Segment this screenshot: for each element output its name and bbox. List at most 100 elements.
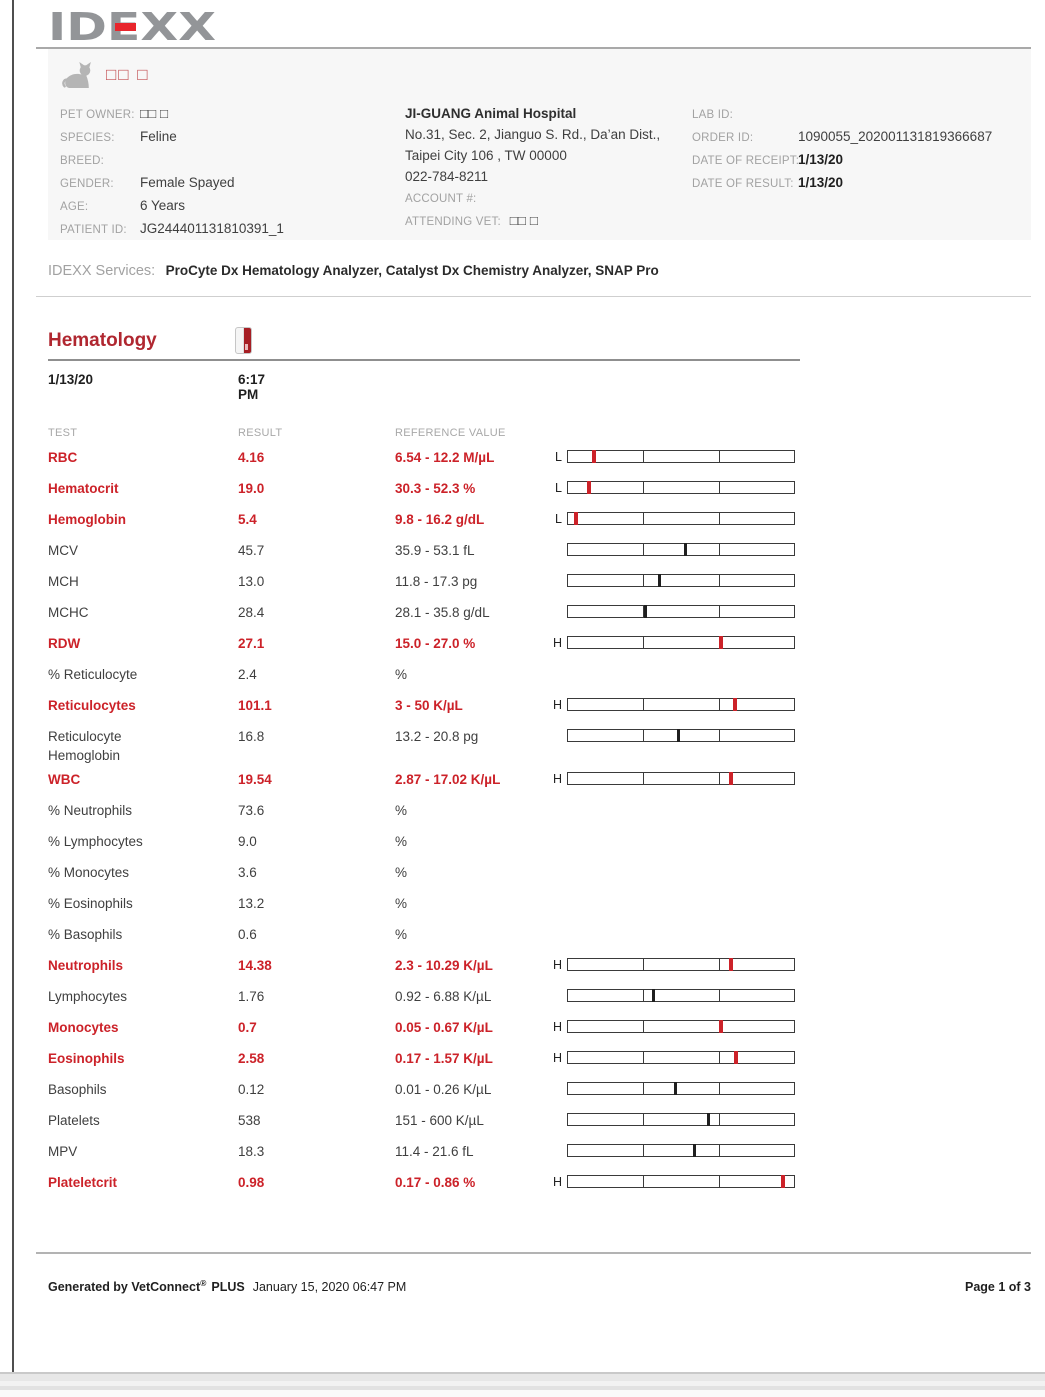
- table-row: Reticulocyte Hemoglobin 16.8 13.2 - 20.8…: [48, 722, 800, 765]
- test-name: % Eosinophils: [48, 896, 133, 911]
- test-result: 0.12: [238, 1082, 265, 1097]
- abnormal-flag: H: [552, 958, 562, 972]
- range-bar-box: [567, 1175, 795, 1188]
- range-bar: [567, 505, 795, 525]
- abnormal-flag: H: [552, 1020, 562, 1034]
- result-marker: [573, 512, 578, 525]
- test-result: 16.8: [238, 729, 265, 744]
- range-bar-box: [567, 512, 795, 525]
- test-name: MCH: [48, 574, 79, 589]
- section-title: Hematology: [48, 329, 157, 351]
- reference-value: 13.2 - 20.8 pg: [395, 729, 479, 744]
- range-bar-box: [567, 1051, 795, 1064]
- range-bar-box: [567, 772, 795, 785]
- run-datetime: 1/13/20 6:17 PM: [48, 372, 265, 402]
- order-id-value: 1090055_202001131819366687: [798, 129, 993, 144]
- idexx-services-line: IDEXX Services: ProCyte Dx Hematology An…: [48, 262, 659, 280]
- field-value: 6 Years: [140, 198, 186, 213]
- test-name: % Lymphocytes: [48, 834, 143, 849]
- result-marker: [651, 989, 655, 1002]
- range-bar: [567, 1075, 795, 1095]
- range-bar: [567, 567, 795, 587]
- abnormal-flag: L: [555, 481, 562, 495]
- hematology-header: Hematology: [48, 327, 252, 354]
- test-result: 2.4: [238, 667, 257, 682]
- reference-value: 0.17 - 1.57 K/µL: [395, 1051, 493, 1066]
- test-result: 538: [238, 1113, 261, 1128]
- test-name: MCV: [48, 543, 78, 558]
- field-label: LAB ID:: [692, 109, 734, 121]
- date-of-receipt-value: 1/13/20: [798, 152, 844, 167]
- test-result: 0.6: [238, 927, 257, 942]
- page-footer: Generated by VetConnect® PLUS January 15, …: [36, 1278, 1031, 1294]
- result-marker: [728, 958, 733, 971]
- pet-name: □□ □: [106, 65, 150, 84]
- table-row: % Basophils 0.6 %: [48, 920, 800, 951]
- abnormal-flag: [550, 796, 567, 801]
- range-bar-box: [567, 729, 795, 742]
- abnormal-flag: H: [552, 636, 562, 650]
- table-row: Hematocrit 19.0 30.3 - 52.3 % L: [48, 474, 800, 505]
- run-time: 6:17 PM: [238, 372, 266, 402]
- reference-value: 35.9 - 53.1 fL: [395, 543, 475, 558]
- reference-value: 151 - 600 K/µL: [395, 1113, 484, 1128]
- test-name: % Monocytes: [48, 865, 130, 880]
- col-result: RESULT: [238, 427, 283, 439]
- generated-date: January 15, 2020 06:47 PM: [252, 1280, 407, 1295]
- test-name: Monocytes: [48, 1020, 119, 1035]
- idexx-logo: IDEXX: [48, 8, 216, 48]
- col-reference: REFERENCE VALUE: [395, 427, 506, 439]
- range-bar-box: [567, 450, 795, 463]
- field-label: AGE:: [60, 201, 89, 213]
- reference-value: %: [395, 865, 408, 880]
- services-label: IDEXX Services:: [48, 263, 156, 279]
- range-bar: [567, 722, 795, 742]
- test-result: 18.3: [238, 1144, 265, 1159]
- range-bar: [567, 1168, 795, 1188]
- test-name: Lymphocytes: [48, 989, 128, 1004]
- reference-value: 11.8 - 17.3 pg: [395, 574, 478, 589]
- reference-value: %: [395, 927, 408, 942]
- result-marker: [676, 729, 680, 742]
- abnormal-flag: [550, 536, 567, 541]
- table-row: Eosinophils 2.58 0.17 - 1.57 K/µL H: [48, 1044, 800, 1075]
- footer-divider: [36, 1252, 1031, 1254]
- range-bar: [567, 474, 795, 494]
- test-result: 4.16: [238, 450, 265, 465]
- test-name: % Neutrophils: [48, 803, 133, 818]
- logo-red-dash: [115, 23, 136, 31]
- table-row: % Lymphocytes 9.0 %: [48, 827, 800, 858]
- range-bar-box: [567, 636, 795, 649]
- test-result: 5.4: [238, 512, 257, 527]
- test-name: Platelets: [48, 1113, 100, 1128]
- hospital-phone: 022-784-8211: [405, 169, 489, 184]
- abnormal-flag: H: [552, 1175, 562, 1189]
- test-result: 3.6: [238, 865, 257, 880]
- test-name: Reticulocyte Hemoglobin: [48, 729, 122, 763]
- range-bar: [567, 889, 795, 896]
- result-marker: [587, 481, 592, 494]
- reference-value: 28.1 - 35.8 g/dL: [395, 605, 490, 620]
- abnormal-flag: [550, 858, 567, 863]
- run-date: 1/13/20: [48, 372, 94, 387]
- table-row: Monocytes 0.7 0.05 - 0.67 K/µL H: [48, 1013, 800, 1044]
- hospital-name: JI-GUANG Animal Hospital: [405, 106, 577, 121]
- abnormal-flag: H: [552, 772, 562, 786]
- abnormal-flag: L: [555, 512, 562, 526]
- table-row: % Monocytes 3.6 %: [48, 858, 800, 889]
- range-bar-box: [567, 574, 795, 587]
- generated-by-text: Generated by VetConnect: [48, 1280, 201, 1295]
- range-bar-box: [567, 1020, 795, 1033]
- test-result: 9.0: [238, 834, 257, 849]
- test-name: Hematocrit: [48, 481, 119, 496]
- test-name: Neutrophils: [48, 958, 124, 973]
- generated-by: Generated by VetConnect® PLUS January 15, …: [36, 1278, 406, 1294]
- table-row: RBC 4.16 6.54 - 12.2 M/µL L: [48, 443, 800, 474]
- reference-value: 0.01 - 0.26 K/µL: [395, 1082, 492, 1097]
- reference-value: 2.3 - 10.29 K/µL: [395, 958, 493, 973]
- date-of-result-value: 1/13/20: [798, 175, 844, 190]
- result-marker: [734, 1051, 739, 1064]
- field-label: SPECIES:: [60, 132, 115, 144]
- test-name: Reticulocytes: [48, 698, 136, 713]
- test-result: 2.58: [238, 1051, 265, 1066]
